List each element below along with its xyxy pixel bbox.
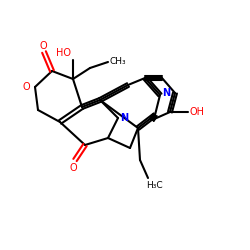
Text: OH: OH	[190, 107, 205, 117]
Text: O: O	[39, 41, 47, 51]
Text: O: O	[22, 82, 30, 92]
Text: N: N	[162, 88, 170, 98]
Text: CH₃: CH₃	[110, 58, 127, 66]
Text: O: O	[69, 163, 77, 173]
Text: HO: HO	[56, 48, 71, 58]
Text: H₃C: H₃C	[146, 181, 162, 190]
Text: N: N	[120, 113, 128, 123]
